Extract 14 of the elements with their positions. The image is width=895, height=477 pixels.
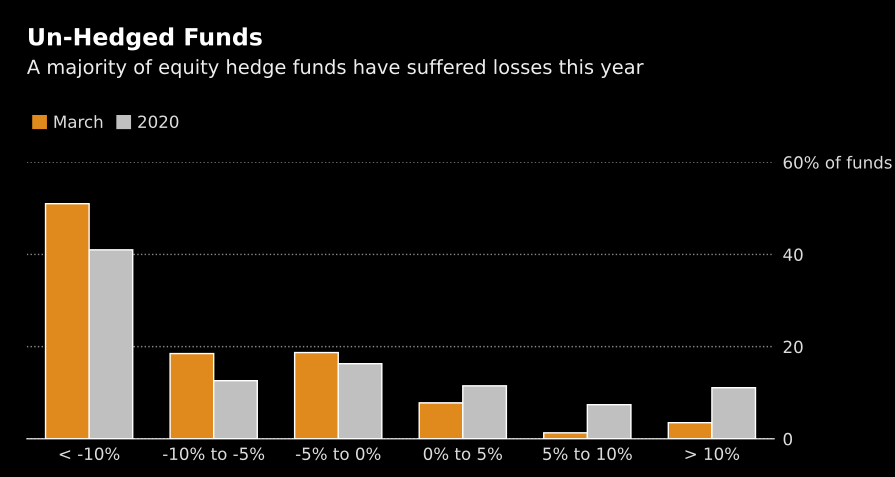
y-tick-label: 40 <box>783 248 803 261</box>
chart-subtitle: A majority of equity hedge funds have suffered losses this year <box>27 59 644 78</box>
y-tick-label: 0 <box>784 432 792 446</box>
y-tick-label: 60% of funds <box>784 156 892 169</box>
chart-title: Un-Hedged Funds <box>29 27 262 50</box>
x-tick-label: -5% to 0% <box>296 447 380 460</box>
legend-label: 2020 <box>138 115 178 128</box>
x-tick-label: < -10% <box>60 447 120 460</box>
x-tick-label: -10% to -5% <box>163 447 264 460</box>
y-tick-label: 20 <box>784 340 803 354</box>
x-tick-label: 0% to 5% <box>424 447 502 460</box>
x-tick-label: 5% to 10% <box>543 447 632 460</box>
legend-label: March <box>54 115 102 128</box>
x-tick-label: > 10% <box>686 447 740 460</box>
